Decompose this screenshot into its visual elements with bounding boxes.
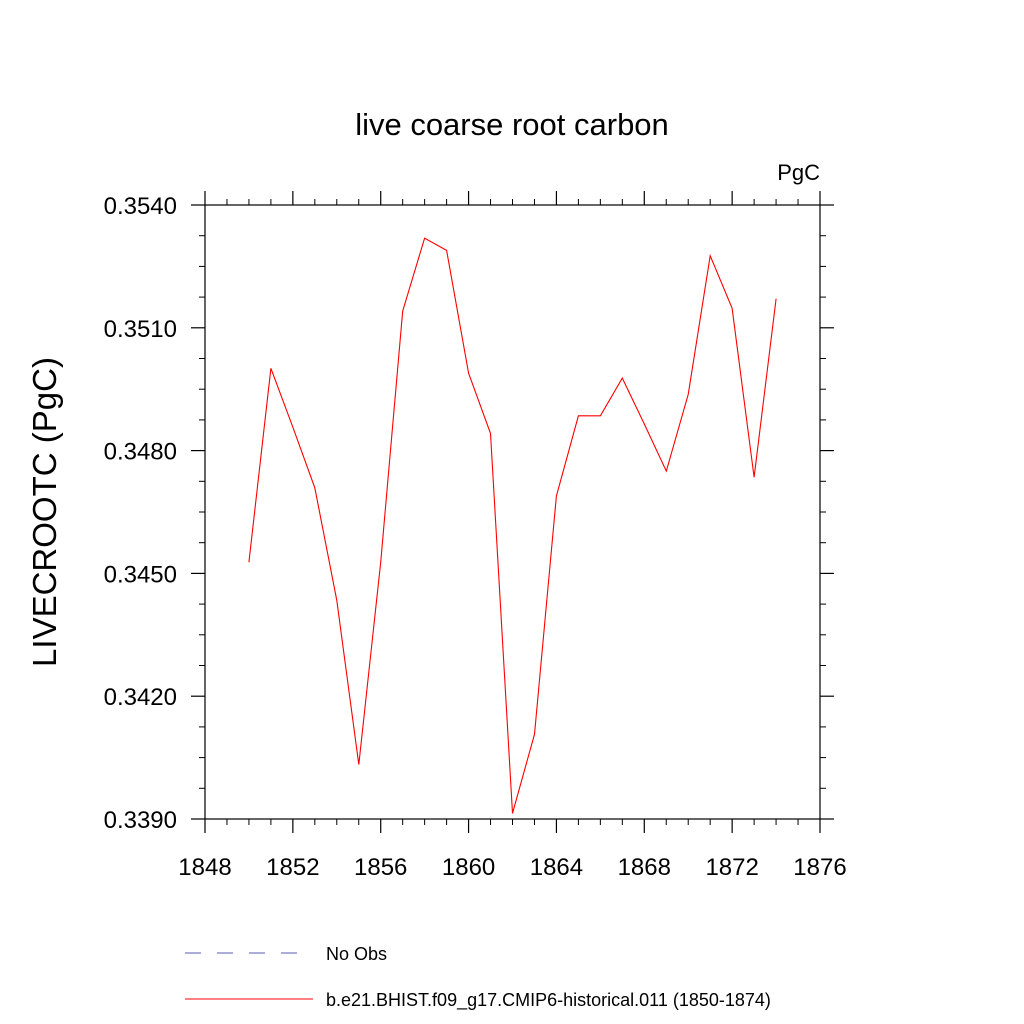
y-axis-label: LIVECROOTC (PgC) [26, 357, 63, 667]
legend-label: b.e21.BHIST.f09_g17.CMIP6-historical.011… [326, 990, 771, 1011]
legend-label: No Obs [326, 944, 387, 964]
x-tick-label: 1872 [705, 854, 758, 881]
series-layer [248, 237, 777, 814]
y-tick-label: 0.3510 [104, 316, 177, 343]
y-tick-label: 0.3420 [104, 684, 177, 711]
x-tick-label: 1856 [354, 854, 407, 881]
legend: No Obs b.e21.BHIST.f09_g17.CMIP6-historic… [185, 944, 771, 1011]
x-tick-label: 1868 [618, 854, 671, 881]
x-tick-label: 1848 [178, 854, 231, 881]
units-label: PgC [777, 160, 820, 185]
x-tick-label: 1860 [442, 854, 495, 881]
y-tick-label: 0.3450 [104, 561, 177, 588]
x-tick-label: 1876 [793, 854, 846, 881]
x-tick-label: 1852 [266, 854, 319, 881]
axes: 1848 1852 1856 1860 1864 1868 1872 1876 0.3390 0.… [104, 191, 847, 881]
y-tick-label: 0.3540 [104, 193, 177, 220]
y-tick-label: 0.3390 [104, 807, 177, 834]
x-tick-label: 1864 [530, 854, 583, 881]
series-line [248, 237, 777, 814]
y-tick-label: 0.3480 [104, 439, 177, 466]
chart-title: live coarse root carbon [355, 107, 669, 142]
